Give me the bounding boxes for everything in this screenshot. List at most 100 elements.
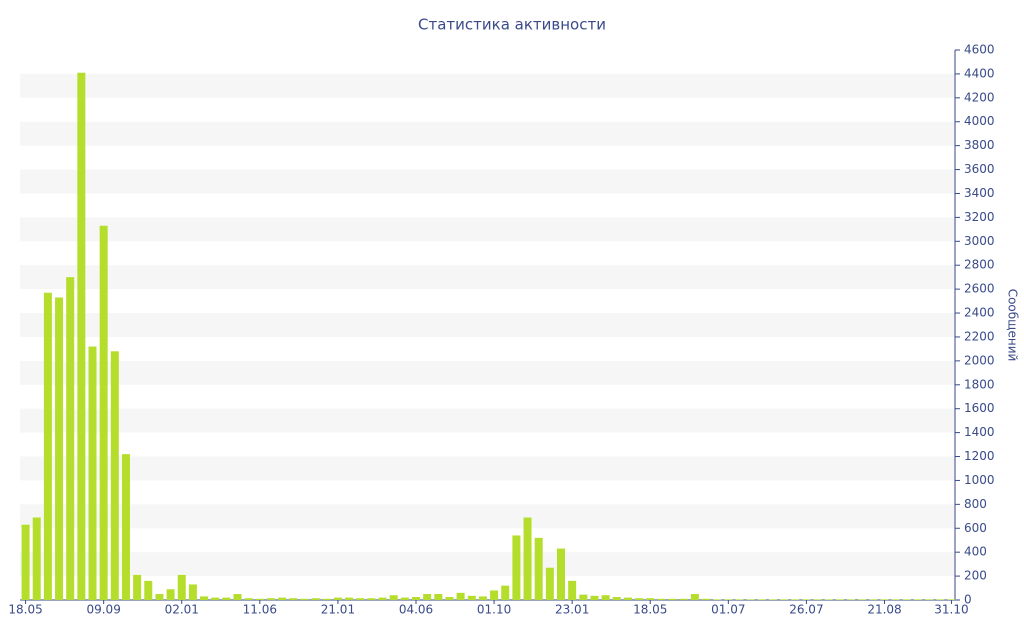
bar [501,585,510,600]
bar [757,599,766,600]
bar [936,599,945,600]
bar [289,598,298,600]
x-tick-label: 23.01 [555,603,589,617]
y-tick-label: 3200 [964,210,995,224]
y-tick-label: 3000 [964,234,995,248]
bar [512,535,521,600]
bar [211,597,220,600]
bar [657,598,666,600]
x-tick-label: 01.07 [711,603,745,617]
bar [233,594,242,600]
bar [523,517,532,600]
bar [824,599,833,600]
bar [724,599,733,600]
bar [88,346,97,600]
bar [456,592,465,600]
y-tick-label: 2800 [964,258,995,272]
bar [913,599,922,600]
bar [400,597,409,600]
y-tick-label: 2000 [964,353,995,367]
grid-band [20,408,955,433]
bar [557,548,566,600]
y-tick-label: 4000 [964,114,995,128]
bar [177,574,186,600]
grid-band [20,456,955,481]
y-tick-label: 4200 [964,90,995,104]
bar [322,598,331,600]
bar [21,524,30,600]
y-tick-label: 0 [964,593,972,607]
grid-band [20,504,955,529]
bar [735,599,744,600]
x-tick-label: 21.08 [867,603,901,617]
bar [668,598,677,600]
y-tick-label: 3800 [964,138,995,152]
bar [222,597,231,600]
x-tick-label: 26.07 [789,603,823,617]
x-tick-label: 18.05 [633,603,667,617]
bar [434,594,443,600]
y-tick-label: 600 [964,521,987,535]
y-tick-label: 2400 [964,306,995,320]
bar [378,597,387,600]
bar [568,580,577,600]
y-tick-label: 1800 [964,377,995,391]
bar [445,597,454,600]
y-tick-label: 200 [964,569,987,583]
bar [813,599,822,600]
bar [947,599,956,600]
bar [590,595,599,600]
bar [155,594,164,600]
x-tick-label: 21.01 [321,603,355,617]
grid-band [20,265,955,290]
bar [389,595,398,600]
bar [601,595,610,600]
bar [635,598,644,600]
y-tick-label: 3400 [964,186,995,200]
y-axis-label: Сообщений [1006,289,1020,362]
bar [534,537,543,600]
bar [679,598,688,600]
bar [467,595,476,600]
bar [411,597,420,600]
grid-band [20,313,955,337]
bar [847,599,856,600]
bar [367,598,376,600]
grid-band [20,552,955,577]
y-tick-label: 400 [964,545,987,559]
x-tick-label: 02.01 [165,603,199,617]
bar [188,584,197,600]
bar [902,599,911,600]
bar [77,72,86,600]
x-tick-label: 31.10 [934,603,968,617]
y-tick-label: 1200 [964,449,995,463]
bar [545,567,554,600]
bar [713,599,722,600]
x-tick-label: 18.05 [8,603,42,617]
bar [333,597,342,600]
bar [133,574,142,600]
bar [646,598,655,600]
bar [891,599,900,600]
y-tick-label: 800 [964,497,987,511]
bar [278,597,287,600]
x-tick-label: 04.06 [399,603,433,617]
bar [43,292,52,600]
bar [200,596,209,600]
bar [66,277,75,600]
bar [690,594,699,600]
bar [869,599,878,600]
x-tick-label: 01.10 [477,603,511,617]
y-tick-label: 2200 [964,329,995,343]
y-tick-label: 4400 [964,66,995,80]
bar [356,598,365,600]
grid-band [20,217,955,242]
grid-band [20,360,955,385]
bar [300,598,309,600]
bar [623,597,632,600]
y-tick-label: 1600 [964,401,995,415]
bar [746,599,755,600]
y-tick-label: 4600 [964,43,995,57]
bar [99,225,108,600]
y-tick-label: 2600 [964,282,995,296]
